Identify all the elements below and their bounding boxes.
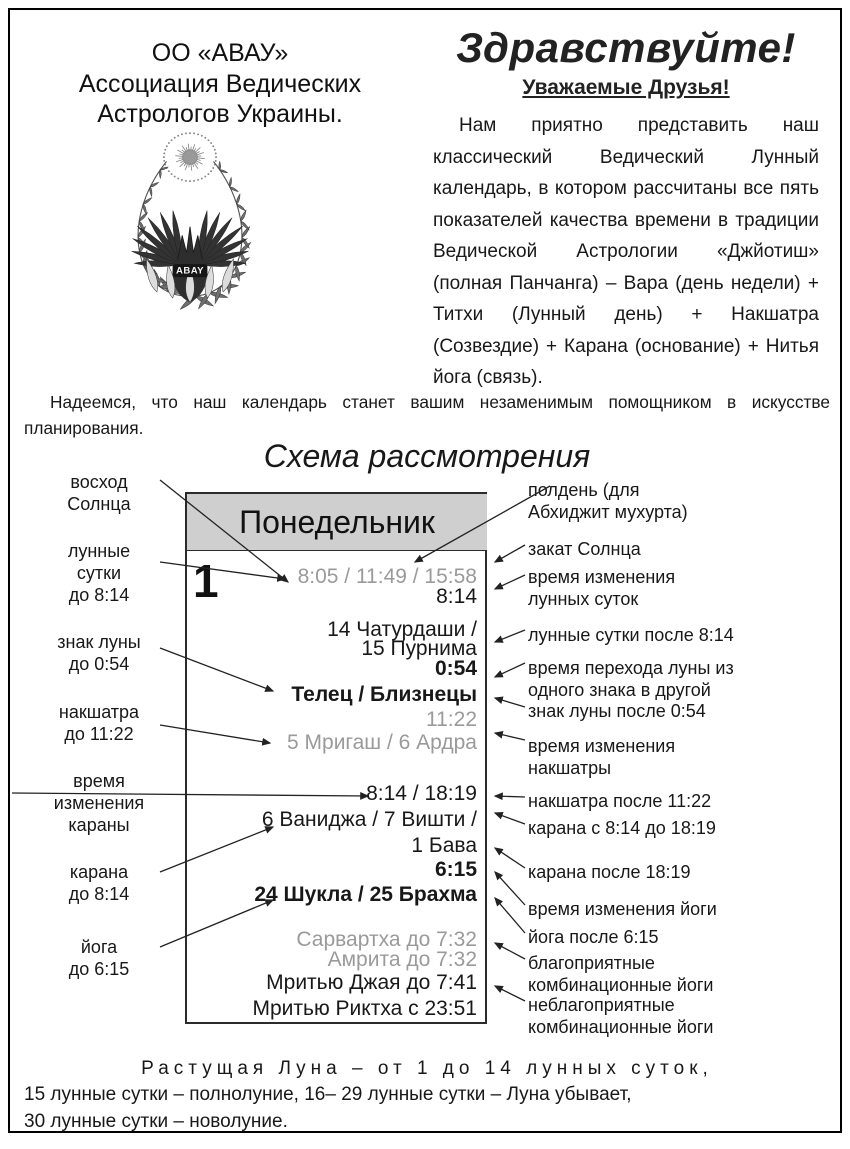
svg-text:ABAY: ABAY (176, 266, 204, 277)
